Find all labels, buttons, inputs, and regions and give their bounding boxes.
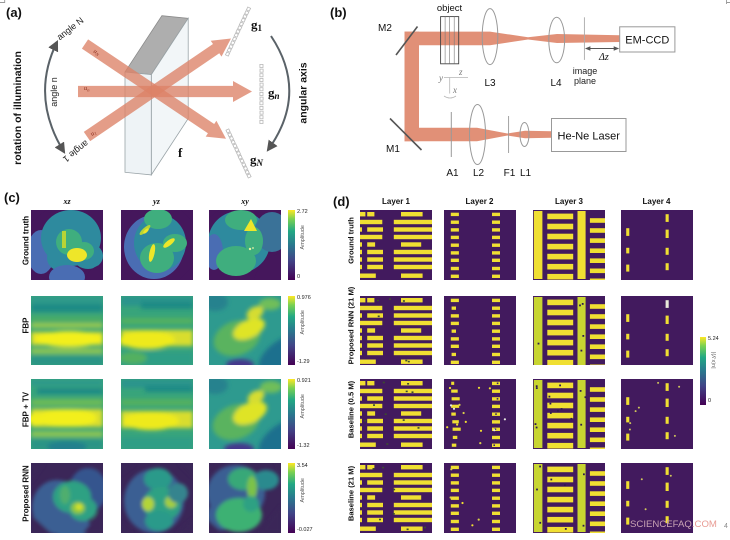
svg-text:plane: plane xyxy=(574,76,596,86)
svg-text:un: un xyxy=(84,85,90,92)
svg-text:uN: uN xyxy=(92,48,102,58)
svg-text:gn: gn xyxy=(268,85,280,101)
svg-text:A1: A1 xyxy=(446,168,459,179)
svg-text:angle 1: angle 1 xyxy=(61,138,90,164)
svg-text:x: x xyxy=(452,85,457,95)
svg-text:L1: L1 xyxy=(520,168,532,179)
svg-text:y: y xyxy=(438,73,443,83)
svg-text:L3: L3 xyxy=(484,78,496,89)
svg-text:He-Ne Laser: He-Ne Laser xyxy=(558,131,621,143)
svg-text:(b): (b) xyxy=(330,5,347,20)
svg-text:f: f xyxy=(178,145,183,160)
svg-text:angle N: angle N xyxy=(55,15,86,42)
svg-text:L2: L2 xyxy=(473,168,485,179)
svg-text:M1: M1 xyxy=(386,144,400,155)
svg-text:z: z xyxy=(458,67,463,77)
svg-text:rotation of illumination: rotation of illumination xyxy=(12,51,24,165)
svg-text:(a): (a) xyxy=(6,5,22,20)
svg-text:angular axis: angular axis xyxy=(298,62,310,123)
svg-text:M2: M2 xyxy=(378,23,392,34)
svg-text:L4: L4 xyxy=(550,78,562,89)
svg-text:angle n: angle n xyxy=(49,77,59,107)
svg-text:EM-CCD: EM-CCD xyxy=(625,35,669,47)
svg-text:u1: u1 xyxy=(89,129,98,138)
svg-text:image: image xyxy=(573,66,598,76)
svg-text:object: object xyxy=(437,3,463,14)
svg-text:gN: gN xyxy=(250,152,264,168)
svg-text:g1: g1 xyxy=(251,17,263,33)
svg-text:F1: F1 xyxy=(504,168,516,179)
svg-text:Δz: Δz xyxy=(598,52,609,63)
